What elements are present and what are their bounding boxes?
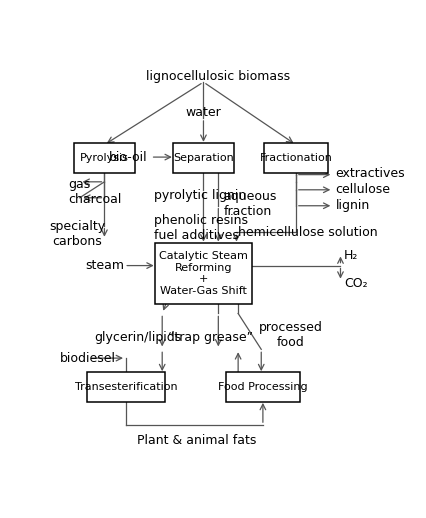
- Text: Food Processing: Food Processing: [218, 382, 308, 392]
- Text: fuel additives: fuel additives: [154, 229, 239, 242]
- FancyBboxPatch shape: [226, 372, 300, 402]
- Text: biodiesel: biodiesel: [60, 352, 116, 365]
- Text: hemicellulose solution: hemicellulose solution: [238, 226, 378, 239]
- Text: gas: gas: [68, 178, 90, 191]
- Text: steam: steam: [85, 259, 124, 272]
- Text: CO₂: CO₂: [344, 277, 367, 290]
- Text: aqueous
fraction: aqueous fraction: [223, 190, 276, 218]
- FancyBboxPatch shape: [155, 242, 252, 305]
- Text: Plant & animal fats: Plant & animal fats: [137, 434, 256, 447]
- Text: H₂: H₂: [344, 249, 358, 262]
- FancyBboxPatch shape: [173, 143, 234, 173]
- Text: Transesterification: Transesterification: [75, 382, 177, 392]
- Text: lignin: lignin: [336, 199, 370, 212]
- Text: specialty
carbons: specialty carbons: [49, 221, 105, 249]
- Text: lignocellulosic biomass: lignocellulosic biomass: [146, 69, 291, 82]
- FancyBboxPatch shape: [74, 143, 135, 173]
- Text: processed
food: processed food: [259, 321, 323, 349]
- Text: extractives: extractives: [336, 167, 405, 180]
- Text: Fractionation: Fractionation: [259, 153, 332, 163]
- Text: pyrolytic lignin: pyrolytic lignin: [154, 189, 246, 202]
- Text: Pyrolysis: Pyrolysis: [80, 153, 129, 163]
- FancyBboxPatch shape: [87, 372, 165, 402]
- Text: water: water: [186, 106, 222, 119]
- Text: charcoal: charcoal: [68, 193, 121, 206]
- Text: glycerin/lipids: glycerin/lipids: [94, 331, 181, 344]
- Text: Separation: Separation: [173, 153, 234, 163]
- FancyBboxPatch shape: [264, 143, 328, 173]
- Text: “trap grease”: “trap grease”: [167, 331, 253, 344]
- Text: Catalytic Steam
Reforming
+
Water-Gas Shift: Catalytic Steam Reforming + Water-Gas Sh…: [159, 251, 248, 296]
- Text: phenolic resins: phenolic resins: [154, 214, 248, 227]
- Text: bio-oil: bio-oil: [109, 151, 147, 164]
- Text: cellulose: cellulose: [336, 183, 391, 196]
